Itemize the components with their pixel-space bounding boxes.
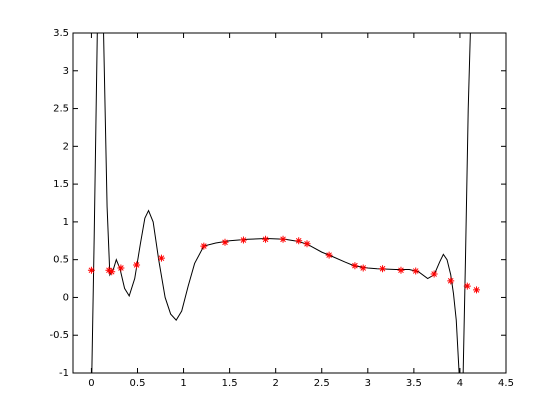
x-tick-label: 2 [272, 378, 278, 389]
data-point [447, 277, 455, 285]
plot-frame [72, 32, 507, 374]
x-tick-label: 0.5 [130, 378, 146, 389]
x-tick-label: 2.5 [314, 378, 330, 389]
data-point [239, 236, 247, 244]
data-point [157, 254, 165, 262]
y-tick-label: 3.5 [53, 28, 69, 39]
y-tick-label: 0 [63, 292, 69, 303]
y-tick-label: 0.5 [53, 255, 69, 266]
data-point [430, 270, 438, 278]
data-point [463, 282, 471, 290]
data-point [221, 238, 229, 246]
data-point [262, 235, 270, 243]
y-tick-label: -1 [59, 368, 69, 379]
x-tick-label: 1.5 [222, 378, 238, 389]
x-tick-label: 3 [365, 378, 371, 389]
data-point [295, 237, 303, 245]
data-point [87, 266, 95, 274]
y-tick-label: 2.5 [53, 104, 69, 115]
y-tick-label: 2 [63, 141, 69, 152]
data-point [117, 264, 125, 272]
y-tick-label: 3 [63, 66, 69, 77]
curve [91, 33, 471, 373]
data-point [359, 264, 367, 272]
data-point [397, 266, 405, 274]
x-tick-label: 4.5 [498, 378, 514, 389]
x-tick-label: 1 [180, 378, 186, 389]
data-point [325, 251, 333, 259]
y-tick-label: 1.5 [53, 179, 69, 190]
data-point [473, 286, 481, 294]
data-point [303, 240, 311, 248]
y-tick-label: -0.5 [49, 330, 69, 341]
x-tick-label: 0 [88, 378, 94, 389]
data-point [351, 262, 359, 270]
data-point [200, 242, 208, 250]
x-tick-label: 4 [457, 378, 463, 389]
data-point [412, 267, 420, 275]
data-point [105, 266, 113, 274]
data-point [279, 235, 287, 243]
data-point [133, 261, 141, 269]
data-point [108, 268, 116, 276]
x-tick-label: 3.5 [406, 378, 422, 389]
data-point [379, 265, 387, 273]
y-tick-label: 1 [63, 217, 69, 228]
plot-area [87, 33, 481, 373]
